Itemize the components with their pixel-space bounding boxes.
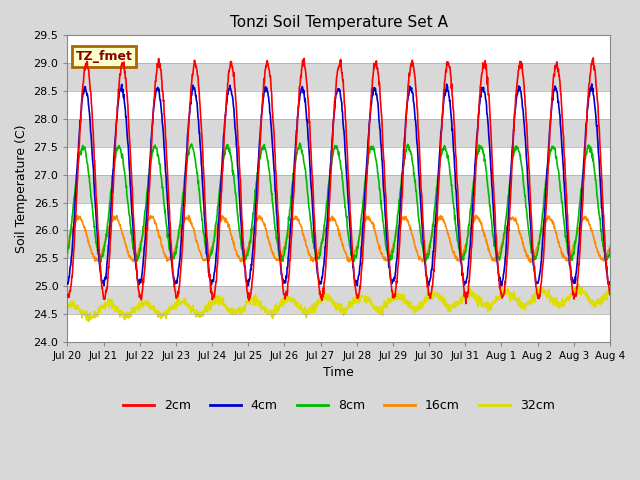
- Bar: [67, 36, 610, 63]
- Bar: [67, 258, 610, 286]
- 4cm: [106, 228, 113, 234]
- 8cm: [294, 145, 302, 151]
- 32cm: [315, 300, 323, 305]
- 32cm: [575, 282, 583, 288]
- 32cm: [606, 289, 614, 295]
- 4cm: [588, 81, 596, 87]
- 4cm: [243, 284, 251, 289]
- Line: 8cm: 8cm: [67, 143, 610, 262]
- 16cm: [315, 248, 323, 254]
- Line: 32cm: 32cm: [67, 285, 610, 322]
- 8cm: [63, 250, 71, 256]
- 2cm: [106, 254, 113, 260]
- 8cm: [606, 246, 614, 252]
- 4cm: [372, 91, 380, 96]
- Bar: [67, 203, 610, 230]
- 32cm: [294, 302, 302, 308]
- Line: 4cm: 4cm: [67, 84, 610, 287]
- 8cm: [97, 259, 104, 265]
- 16cm: [127, 257, 135, 263]
- Bar: [67, 314, 610, 342]
- 2cm: [315, 278, 323, 284]
- 4cm: [294, 113, 302, 119]
- 32cm: [128, 305, 136, 311]
- 2cm: [305, 105, 313, 111]
- 16cm: [305, 252, 313, 258]
- 2cm: [63, 292, 71, 298]
- Y-axis label: Soil Temperature (C): Soil Temperature (C): [15, 124, 28, 253]
- 8cm: [296, 140, 303, 146]
- Bar: [67, 91, 610, 119]
- Bar: [67, 147, 610, 175]
- Line: 2cm: 2cm: [67, 58, 610, 304]
- 4cm: [127, 203, 135, 209]
- 2cm: [294, 113, 301, 119]
- 16cm: [472, 212, 480, 218]
- 4cm: [305, 149, 313, 155]
- 16cm: [106, 223, 113, 229]
- 32cm: [85, 319, 93, 324]
- Text: TZ_fmet: TZ_fmet: [76, 50, 132, 63]
- 32cm: [106, 302, 114, 308]
- 2cm: [606, 292, 614, 298]
- 16cm: [606, 243, 614, 249]
- 4cm: [63, 280, 71, 286]
- 32cm: [305, 307, 313, 312]
- 8cm: [128, 233, 136, 239]
- 16cm: [63, 244, 71, 250]
- 2cm: [462, 301, 470, 307]
- 2cm: [127, 171, 135, 177]
- 8cm: [106, 199, 114, 205]
- 8cm: [316, 255, 323, 261]
- Line: 16cm: 16cm: [67, 215, 610, 262]
- 8cm: [373, 162, 381, 168]
- 16cm: [527, 259, 534, 265]
- 16cm: [372, 233, 380, 239]
- 2cm: [589, 55, 597, 61]
- Title: Tonzi Soil Temperature Set A: Tonzi Soil Temperature Set A: [230, 15, 447, 30]
- 32cm: [372, 305, 380, 311]
- 32cm: [63, 302, 71, 308]
- 2cm: [372, 58, 380, 64]
- 16cm: [294, 217, 301, 223]
- 4cm: [606, 279, 614, 285]
- X-axis label: Time: Time: [323, 367, 354, 380]
- 4cm: [315, 278, 323, 284]
- 8cm: [306, 208, 314, 214]
- Legend: 2cm, 4cm, 8cm, 16cm, 32cm: 2cm, 4cm, 8cm, 16cm, 32cm: [118, 394, 560, 417]
